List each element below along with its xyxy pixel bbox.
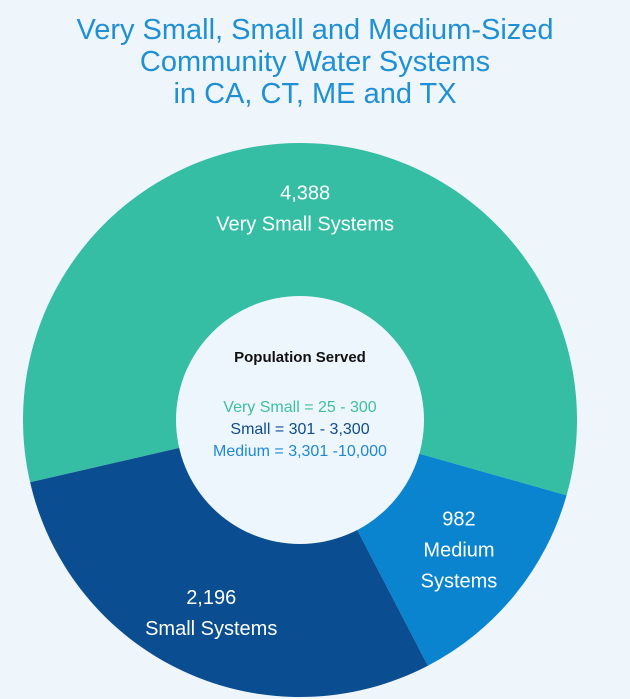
chart-title-line-3: in CA, CT, ME and TX: [173, 78, 457, 110]
center-line-small: Small = 301 - 3,300: [230, 421, 369, 438]
slice-label-very-small-1: 4,388: [280, 183, 330, 205]
center-heading: Population Served: [234, 349, 366, 366]
slice-label-medium-3: Systems: [421, 570, 498, 592]
center-line-very-small: Very Small = 25 - 300: [223, 399, 377, 416]
slice-label-small-1: 2,196: [186, 587, 236, 609]
donut-hole: [176, 296, 424, 544]
slice-label-medium-2: Medium: [423, 539, 494, 561]
slice-label-medium-1: 982: [442, 508, 475, 530]
chart-title-line-1: Very Small, Small and Medium-Sized: [76, 14, 554, 46]
chart-title: Very Small, Small and Medium-Sized Commu…: [0, 14, 630, 110]
center-line-medium: Medium = 3,301 -10,000: [213, 443, 387, 460]
chart-title-line-2: Community Water Systems: [139, 46, 491, 78]
slice-label-very-small-2: Very Small Systems: [216, 214, 394, 236]
slice-labels: 4,388 Very Small Systems 982 Medium Systems 2…: [145, 183, 497, 640]
center-legend: Population Served Very Small = 25 - 300 …: [213, 349, 387, 460]
slice-label-small-2: Small Systems: [145, 618, 277, 640]
